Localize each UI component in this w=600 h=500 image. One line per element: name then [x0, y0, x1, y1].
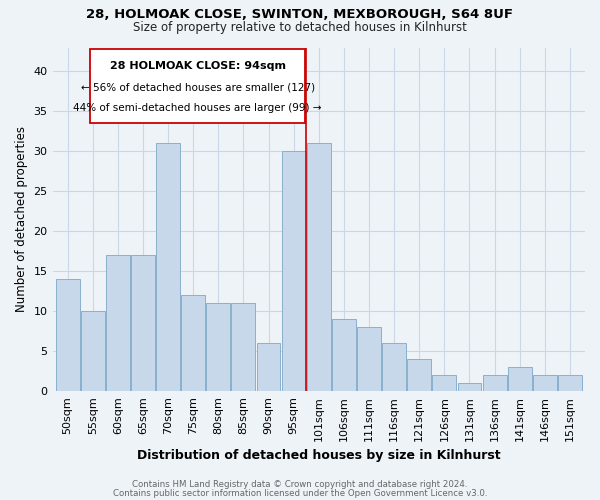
X-axis label: Distribution of detached houses by size in Kilnhurst: Distribution of detached houses by size …	[137, 450, 500, 462]
Bar	[81, 312, 104, 392]
Bar	[433, 376, 456, 392]
Text: 28 HOLMOAK CLOSE: 94sqm: 28 HOLMOAK CLOSE: 94sqm	[110, 61, 286, 71]
Bar	[282, 152, 305, 392]
Text: 28, HOLMOAK CLOSE, SWINTON, MEXBOROUGH, S64 8UF: 28, HOLMOAK CLOSE, SWINTON, MEXBOROUGH, …	[86, 8, 514, 20]
Bar	[508, 368, 532, 392]
Bar	[232, 304, 256, 392]
Bar	[332, 320, 356, 392]
Bar	[558, 376, 582, 392]
Bar	[56, 280, 80, 392]
Bar	[307, 144, 331, 392]
Bar	[357, 328, 381, 392]
Text: Size of property relative to detached houses in Kilnhurst: Size of property relative to detached ho…	[133, 21, 467, 34]
Bar	[131, 256, 155, 392]
FancyBboxPatch shape	[90, 49, 305, 124]
Bar	[407, 360, 431, 392]
Bar	[482, 376, 506, 392]
Text: Contains public sector information licensed under the Open Government Licence v3: Contains public sector information licen…	[113, 488, 487, 498]
Bar	[533, 376, 557, 392]
Y-axis label: Number of detached properties: Number of detached properties	[15, 126, 28, 312]
Bar	[206, 304, 230, 392]
Text: ← 56% of detached houses are smaller (127): ← 56% of detached houses are smaller (12…	[80, 82, 314, 92]
Bar	[382, 344, 406, 392]
Bar	[181, 296, 205, 392]
Bar	[458, 384, 481, 392]
Bar	[257, 344, 280, 392]
Text: Contains HM Land Registry data © Crown copyright and database right 2024.: Contains HM Land Registry data © Crown c…	[132, 480, 468, 489]
Bar	[156, 144, 180, 392]
Bar	[106, 256, 130, 392]
Text: 44% of semi-detached houses are larger (99) →: 44% of semi-detached houses are larger (…	[73, 104, 322, 114]
